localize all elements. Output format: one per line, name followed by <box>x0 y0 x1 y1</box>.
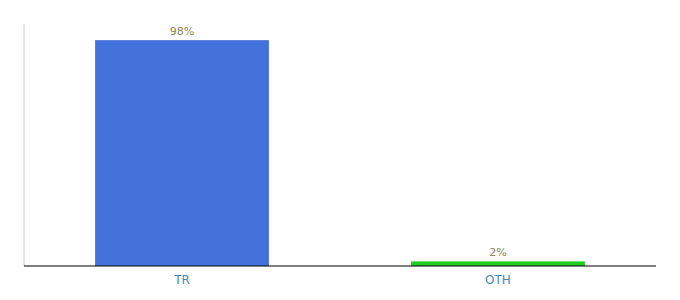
data-label: 98% <box>170 25 194 38</box>
bars <box>95 40 585 266</box>
bar <box>95 40 269 266</box>
y-axis-line <box>24 24 25 266</box>
x-axis-line <box>24 265 656 266</box>
data-label: 2% <box>489 246 506 259</box>
x-tick-label: TR <box>173 273 190 287</box>
chart-svg: 98% 2% TR OTH <box>0 0 680 300</box>
chart-container: 98% 2% TR OTH <box>0 0 680 300</box>
bar <box>411 261 585 266</box>
x-tick-label: OTH <box>485 273 511 287</box>
